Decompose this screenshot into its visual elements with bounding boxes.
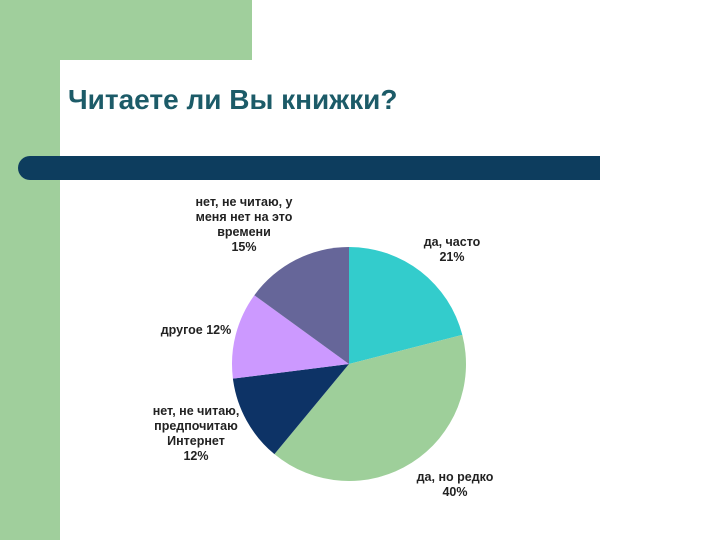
slice-drugoe: [231, 295, 349, 379]
slice-drugoe-label: другое 12%: [161, 323, 231, 337]
slice-da-chasto-label: да, часто 21%: [424, 235, 481, 264]
slice-net-vremeni: [254, 247, 349, 364]
accent-bar-left: [0, 0, 60, 540]
slice-internet: [232, 364, 349, 455]
slice-da-no-redko: [274, 334, 466, 481]
slice-net-vremeni-label: нет, не читаю, у меня нет на это времени 15…: [195, 195, 292, 254]
title-divider-bar: [18, 156, 600, 180]
slice-internet-label: нет, не читаю, предпочитаю Интернет 12%: [153, 404, 240, 463]
slide-title: Читаете ли Вы книжки?: [68, 84, 398, 115]
slice-da-chasto: [349, 247, 463, 364]
slice-da-no-redko-label: да, но редко 40%: [417, 470, 494, 499]
